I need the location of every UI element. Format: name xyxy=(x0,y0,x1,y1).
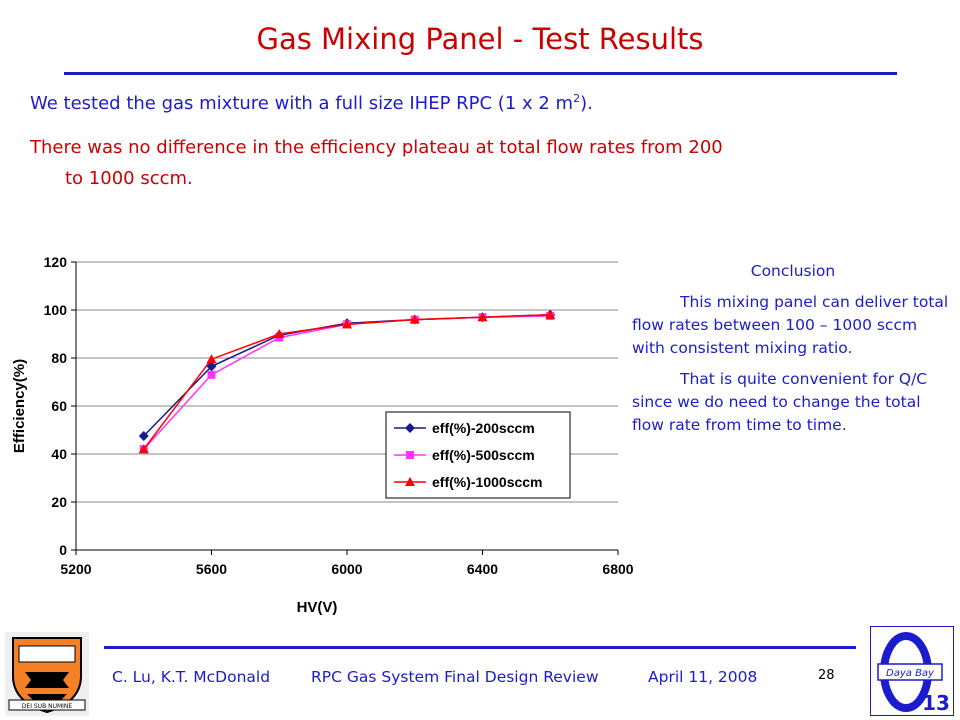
intro-superscript: 2 xyxy=(573,92,581,105)
slide-title: Gas Mixing Panel - Test Results xyxy=(256,22,704,56)
series-0-point-0 xyxy=(138,431,149,441)
legend-label-1: eff(%)-500sccm xyxy=(432,447,535,463)
footer-date: April 11, 2008 xyxy=(648,668,758,686)
series-1-point-1 xyxy=(207,370,216,379)
legend-marker-1 xyxy=(406,451,414,459)
princeton-shield-logo: DEI SUB NUMINE xyxy=(5,632,89,716)
finding-line-1: There was no difference in the efficienc… xyxy=(30,137,723,158)
finding-line-2: to 1000 sccm. xyxy=(65,168,193,189)
series-2-point-0 xyxy=(138,444,149,454)
footer-event: RPC Gas System Final Design Review xyxy=(311,668,599,686)
series-2-point-2 xyxy=(274,329,285,338)
conclusion-paragraph-2: That is quite convenient for Q/C since w… xyxy=(632,370,928,434)
title-underline xyxy=(64,72,897,75)
logo-right-text: Daya Bay xyxy=(886,668,935,679)
footer-authors: C. Lu, K.T. McDonald xyxy=(112,668,271,686)
intro-text: We tested the gas mixture with a full si… xyxy=(30,93,574,114)
y-tick-label-2: 40 xyxy=(51,446,67,462)
y-tick-label-1: 20 xyxy=(51,494,67,510)
legend-label-2: eff(%)-1000sccm xyxy=(432,474,543,490)
series-2-point-3 xyxy=(342,319,352,329)
series-2-point-5 xyxy=(477,312,488,322)
page-number: 28 xyxy=(818,668,835,683)
y-tick-label-3: 60 xyxy=(51,398,67,414)
logo-right-number: 13 xyxy=(922,691,950,715)
y-tick-label-4: 80 xyxy=(51,350,67,366)
footer-rule xyxy=(104,646,856,649)
x-axis-label: HV(V) xyxy=(297,599,338,616)
x-tick-label-3: 6400 xyxy=(467,561,498,577)
conclusion-paragraph-1: This mixing panel can deliver total flow… xyxy=(632,293,949,357)
series-2-point-1 xyxy=(206,354,217,364)
logo-left-motto: DEI SUB NUMINE xyxy=(22,703,73,710)
legend-label-0: eff(%)-200sccm xyxy=(432,420,535,436)
series-0-point-1 xyxy=(206,361,217,372)
x-tick-label-1: 5600 xyxy=(196,561,227,577)
daya-bay-logo: Daya Bay 13 xyxy=(870,626,954,716)
series-2-point-4 xyxy=(409,314,420,324)
y-axis-label: Efficiency(%) xyxy=(11,359,28,453)
y-tick-label-5: 100 xyxy=(44,302,68,318)
x-tick-label-2: 6000 xyxy=(331,561,362,577)
y-tick-label-0: 0 xyxy=(59,542,67,558)
x-tick-label-0: 5200 xyxy=(60,561,91,577)
efficiency-chart: 0 20 40 60 80 100 120 5200 5600 6000 6400 6800 HV(V)… xyxy=(11,254,634,616)
conclusion-heading: Conclusion xyxy=(750,262,836,280)
conclusion-box: Conclusion This mixing panel can deliver… xyxy=(632,260,954,445)
legend-marker-2 xyxy=(405,477,415,486)
intro-text-end: ). xyxy=(580,93,593,114)
legend-marker-0 xyxy=(405,423,415,433)
intro-line: We tested the gas mixture with a full si… xyxy=(30,92,593,114)
x-tick-label-4: 6800 xyxy=(602,561,633,577)
y-tick-label-6: 120 xyxy=(44,254,68,270)
series-2-point-6 xyxy=(545,309,556,319)
